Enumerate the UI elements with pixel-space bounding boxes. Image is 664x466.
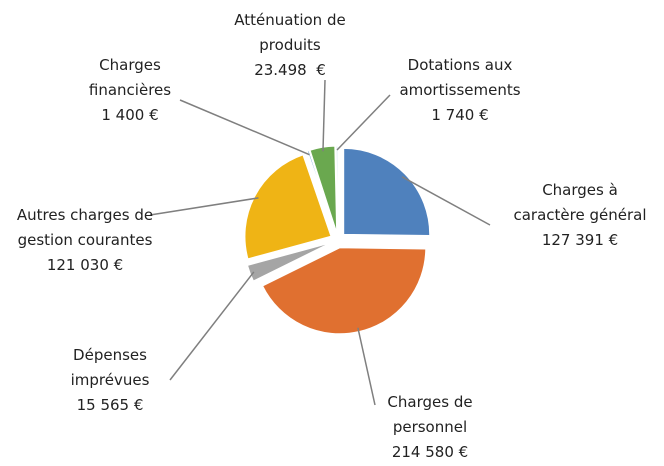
pie-slice: [306, 149, 336, 233]
slice-label: Dotations aux amortissements 1 740 €: [385, 53, 535, 128]
leader-line: [336, 94, 391, 151]
pie-slice: [335, 145, 339, 233]
slice-label: Charges financières 1 400 €: [70, 53, 190, 128]
slice-label: Charges de personnel 214 580 €: [365, 390, 495, 465]
leader-line: [322, 79, 326, 152]
category-label: Autres charges de gestion courantes: [16, 206, 154, 249]
leader-line: [169, 271, 255, 381]
pie-slice: [343, 147, 431, 237]
category-label: Dépenses imprévues: [70, 346, 150, 389]
value-label: 1 400 €: [101, 106, 159, 124]
category-label: Charges financières: [88, 56, 172, 99]
slice-label: Dépenses imprévues 15 565 €: [45, 343, 175, 418]
value-label: 127 391 €: [541, 231, 619, 249]
category-label: Charges à caractère général: [513, 181, 647, 224]
pie-slice: [244, 154, 332, 260]
pie-slice: [309, 145, 338, 233]
category-label: Atténuation de produits: [234, 11, 346, 54]
leader-line: [401, 176, 491, 226]
category-label: Dotations aux amortissements: [399, 56, 521, 99]
slice-label: Autres charges de gestion courantes 121 0…: [10, 203, 160, 278]
leader-line: [149, 197, 259, 216]
leader-line: [179, 99, 310, 156]
value-label: 15 565 €: [76, 396, 144, 414]
value-label: 23.498 €: [254, 61, 326, 79]
slice-label: Charges à caractère général 127 391 €: [510, 178, 650, 253]
value-label: 1 740 €: [431, 106, 489, 124]
leader-line: [357, 327, 376, 406]
value-label: 121 030 €: [46, 256, 124, 274]
value-label: 214 580 €: [391, 443, 469, 461]
category-label: Charges de personnel: [387, 393, 473, 436]
slice-label: Atténuation de produits 23.498 €: [215, 8, 365, 83]
pie-slice: [246, 242, 331, 282]
